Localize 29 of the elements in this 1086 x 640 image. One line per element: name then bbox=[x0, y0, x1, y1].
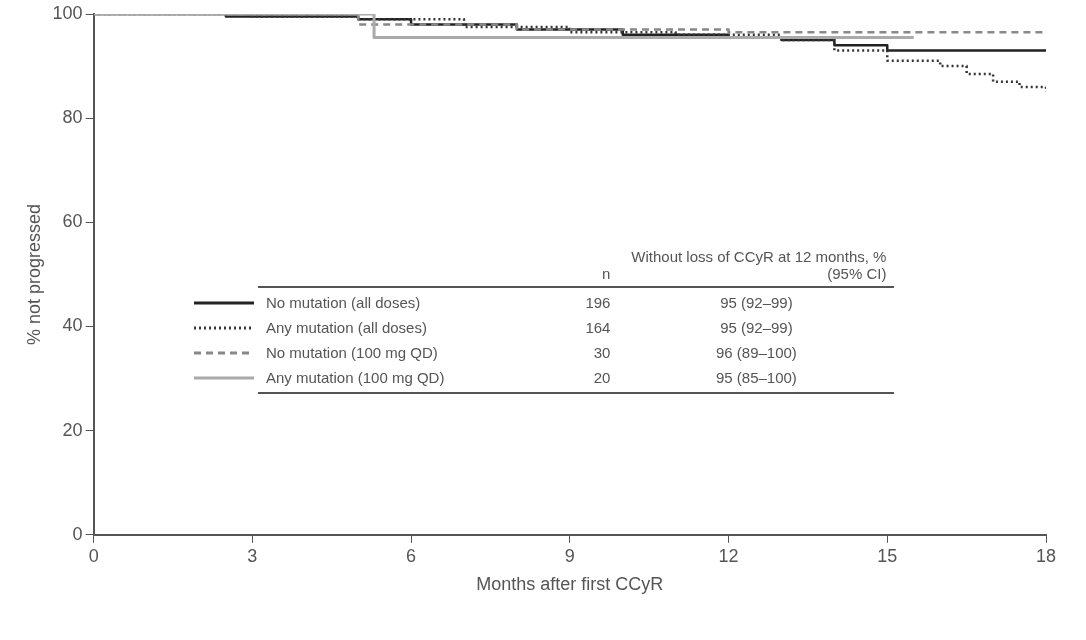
x-tick-label: 6 bbox=[406, 545, 417, 566]
annotation: n bbox=[601, 264, 612, 284]
y-tick-label: 80 bbox=[62, 107, 83, 128]
legend-label: No mutation (100 mg QD) bbox=[265, 343, 439, 363]
annotation: 96 (89–100) bbox=[714, 343, 798, 363]
annotation: 20 bbox=[592, 368, 612, 388]
annotation: 95 (85–100) bbox=[714, 368, 798, 388]
y-axis-title: % not progressed bbox=[23, 203, 44, 345]
y-tick-label: 20 bbox=[62, 419, 83, 440]
legend-label: Any mutation (100 mg QD) bbox=[265, 368, 446, 388]
annotation: 164 bbox=[584, 318, 612, 338]
x-tick-label: 12 bbox=[718, 545, 739, 566]
y-tick-label: 100 bbox=[52, 2, 83, 23]
y-tick-label: 40 bbox=[62, 315, 83, 336]
annotation: 196 bbox=[584, 293, 612, 313]
annotation: 95 (92–99) bbox=[719, 318, 794, 338]
x-tick-label: 9 bbox=[564, 545, 575, 566]
x-tick-label: 0 bbox=[88, 545, 99, 566]
y-tick-label: 60 bbox=[62, 211, 83, 232]
x-axis-title: Months after first CCyR bbox=[476, 574, 664, 595]
x-tick-label: 3 bbox=[247, 545, 258, 566]
annotation: 30 bbox=[592, 343, 612, 363]
x-tick-label: 15 bbox=[877, 545, 898, 566]
y-tick-label: 0 bbox=[72, 523, 83, 544]
annotation: Without loss of CCyR at 12 months, % (95% CI) bbox=[630, 247, 888, 284]
x-tick-label: 18 bbox=[1035, 545, 1057, 566]
annotation: 95 (92–99) bbox=[719, 293, 794, 313]
legend-label: No mutation (all doses) bbox=[265, 293, 422, 313]
legend-label: Any mutation (all doses) bbox=[265, 318, 428, 338]
